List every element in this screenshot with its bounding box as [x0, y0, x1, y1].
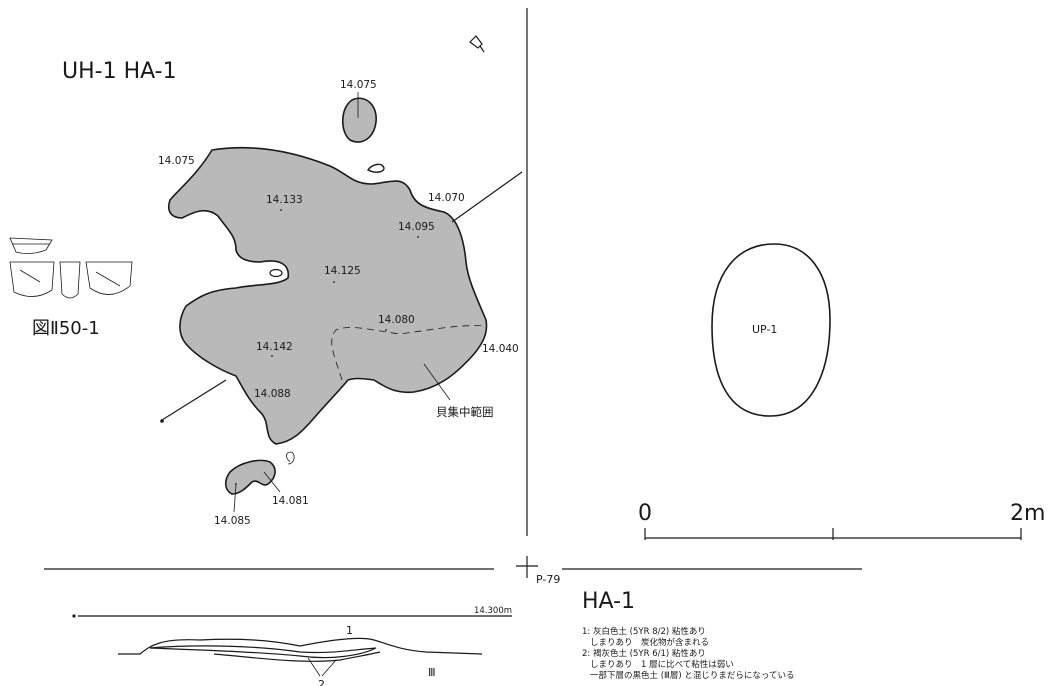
elevation-label: 14.040 — [482, 343, 519, 355]
layer-legend: 1: 灰白色土 (5YR 8/2) 粘性あり しまりあり 炭化物が含まれる 2:… — [582, 626, 794, 681]
legend-line: しまりあり 炭化物が含まれる — [590, 637, 709, 648]
elevation-label: 14.088 — [254, 388, 291, 400]
elevation-labels: 14.075 14.075 14.133 14.070 14.095 14.12… — [158, 79, 519, 527]
shell-label-leader — [423, 363, 451, 401]
figure-reference: 図Ⅱ50-1 — [32, 318, 100, 339]
section-datum-label: 14.300m — [474, 606, 512, 616]
legend-line: しまりあり 1 層に比べて粘性は弱い — [590, 659, 734, 670]
scale-end-label: 2m — [1010, 501, 1045, 526]
reference-point — [160, 419, 164, 423]
section-layer-2-label: 2 — [318, 678, 325, 686]
legend-line: 1: 灰白色土 (5YR 8/2) 粘性あり — [582, 626, 706, 637]
scale-start-label: 0 — [638, 501, 652, 526]
elevation-label: 14.081 — [272, 495, 309, 507]
legend-line: 一部下層の黒色土 (Ⅲ層) と混じりまだらになっている — [590, 670, 794, 681]
grid-point-cross — [516, 556, 538, 578]
section-layer-1-label: 1 — [346, 624, 353, 637]
shell-area-boundary — [331, 325, 487, 381]
elevation-label: 14.085 — [214, 515, 251, 527]
reference-line-ne — [451, 171, 523, 223]
elevation-label: 14.142 — [256, 341, 293, 353]
inner-hole — [269, 268, 283, 278]
elevation-label: 14.075 — [340, 79, 377, 91]
small-hook-mark — [286, 451, 295, 465]
main-feature-shape — [167, 146, 488, 445]
north-small-feature — [341, 97, 377, 143]
section-title: HA-1 — [582, 589, 635, 614]
elevation-label: 14.080 — [378, 314, 415, 326]
legend-line: 2: 褐灰色土 (5YR 6/1) 粘性あり — [582, 648, 706, 659]
up1-label: UP-1 — [752, 323, 777, 336]
elevation-label: 14.075 — [158, 155, 195, 167]
south-small-feature — [224, 459, 276, 495]
section-layer-3-label: Ⅲ — [428, 666, 436, 679]
section-profile: 14.300m — [72, 606, 512, 677]
reference-line-sw — [161, 379, 227, 421]
small-open-oval — [366, 163, 385, 173]
stone-outline — [469, 35, 485, 53]
elevation-label: 14.133 — [266, 194, 303, 206]
grid-point-label: P-79 — [536, 573, 560, 586]
elevation-label: 14.070 — [428, 192, 465, 204]
scale-bar — [644, 528, 1022, 540]
figure-title: UH-1 HA-1 — [62, 59, 177, 84]
elevation-label: 14.095 — [398, 221, 435, 233]
artifact-thumbnails — [9, 237, 133, 299]
up1-pit-outline — [711, 243, 831, 417]
elevation-label: 14.125 — [324, 265, 361, 277]
shell-concentration-label: 貝集中範囲 — [436, 405, 494, 419]
